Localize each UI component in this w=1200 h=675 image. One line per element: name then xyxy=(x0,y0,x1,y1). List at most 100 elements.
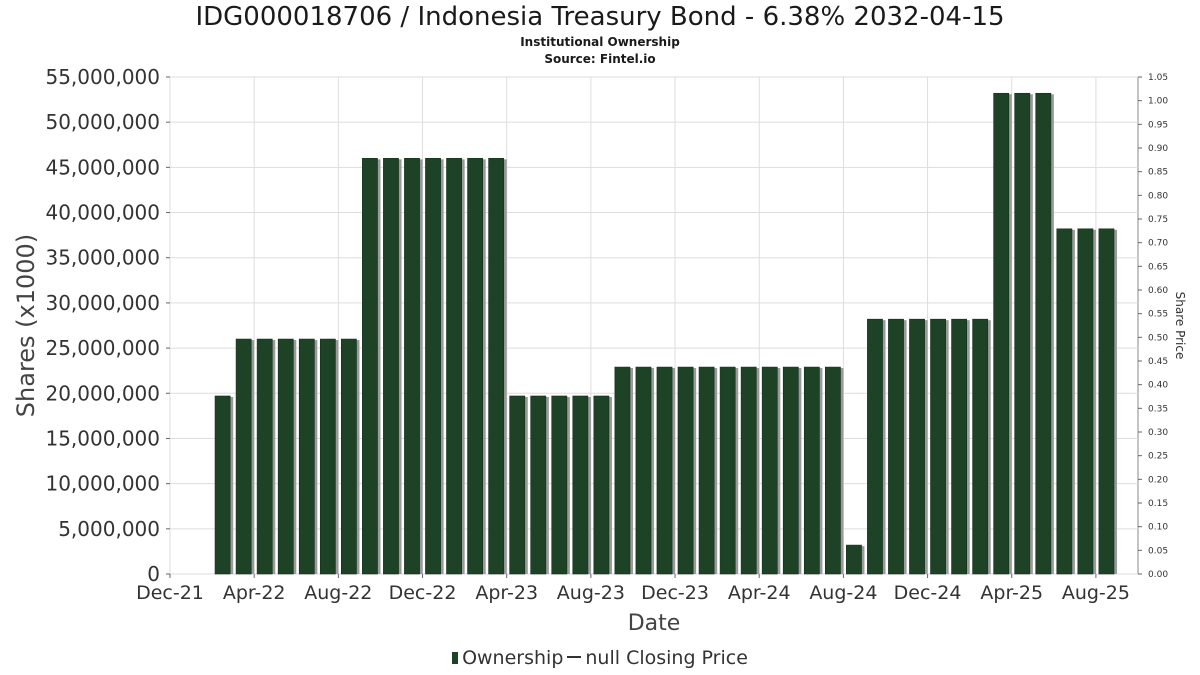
bar xyxy=(530,395,547,575)
y-tick-label: 30,000,000 xyxy=(45,291,160,315)
bar xyxy=(888,318,904,575)
bar xyxy=(993,92,1010,575)
y2-tick-label: 0.20 xyxy=(1148,475,1168,485)
y-tick-label: 25,000,000 xyxy=(45,336,160,360)
bar xyxy=(404,158,420,575)
bar xyxy=(1035,92,1052,575)
x-tick-label: Dec-23 xyxy=(641,582,709,604)
bars-group xyxy=(214,92,1118,575)
y2-tick-label: 0.60 xyxy=(1148,286,1168,296)
bar xyxy=(362,158,378,575)
bar xyxy=(488,158,505,575)
ownership-swatch-icon xyxy=(452,652,459,664)
y2-tick-label: 0.05 xyxy=(1148,546,1168,556)
x-tick-label: Apr-22 xyxy=(223,582,286,604)
x-axis: Dec-21 Apr-22 Aug-22 Dec-22 Apr-23 Aug-23 Dec-… xyxy=(136,574,1130,604)
right-y-axis: 0.00 0.05 0.10 0.15 0.20 0.25 0.30 0.35 0.40 0.45… xyxy=(1138,73,1168,580)
bar xyxy=(1056,228,1073,575)
legend: Ownership null Closing Price xyxy=(0,647,1200,669)
bar xyxy=(972,318,989,575)
y2-tick-label: 0.75 xyxy=(1148,215,1168,225)
x-tick-label: Dec-22 xyxy=(389,582,457,604)
y2-axis-label: Share Price xyxy=(1173,292,1187,360)
x-tick-label: Aug-25 xyxy=(1062,582,1130,604)
y2-tick-label: 0.80 xyxy=(1148,191,1168,201)
y2-tick-label: 0.30 xyxy=(1148,428,1168,438)
bar xyxy=(803,366,820,575)
x-tick-label: Dec-24 xyxy=(894,582,962,604)
chart-title: IDG000018706 / Indonesia Treasury Bond -… xyxy=(195,2,1005,32)
y2-tick-label: 0.10 xyxy=(1148,523,1168,533)
y-axis-label: Shares (x1000) xyxy=(12,234,40,417)
bar xyxy=(340,338,357,575)
y2-tick-label: 1.05 xyxy=(1148,73,1168,83)
y-tick-label: 45,000,000 xyxy=(45,155,160,179)
bar xyxy=(867,318,883,575)
y-tick-label: 0 xyxy=(147,562,160,586)
left-y-axis: 0 5,000,000 10,000,000 15,000,000 20,000,000… xyxy=(45,65,170,586)
x-tick-label: Dec-21 xyxy=(136,582,204,604)
y2-tick-label: 0.85 xyxy=(1148,168,1168,178)
bar xyxy=(698,366,715,575)
bar xyxy=(256,338,273,575)
bar xyxy=(298,338,315,575)
y-tick-label: 50,000,000 xyxy=(45,110,160,134)
bar xyxy=(656,366,673,575)
bar xyxy=(551,395,568,575)
y-tick-label: 55,000,000 xyxy=(45,65,160,89)
y2-tick-label: 0.40 xyxy=(1148,381,1168,391)
bar xyxy=(319,338,336,575)
bar xyxy=(824,366,841,575)
y2-tick-label: 0.45 xyxy=(1148,357,1168,367)
bar xyxy=(635,366,652,575)
bar xyxy=(951,318,968,575)
legend-ownership: Ownership xyxy=(462,647,564,669)
bar xyxy=(719,366,736,575)
y-tick-label: 40,000,000 xyxy=(45,201,160,225)
y-tick-label: 5,000,000 xyxy=(58,517,160,541)
legend-closing-price: null Closing Price xyxy=(585,647,748,669)
bar xyxy=(467,158,484,575)
bar xyxy=(235,338,252,575)
bar xyxy=(909,318,925,575)
y2-tick-label: 0.35 xyxy=(1148,404,1168,414)
x-tick-label: Aug-22 xyxy=(304,582,372,604)
y2-tick-label: 0.25 xyxy=(1148,452,1168,462)
bar xyxy=(572,395,589,575)
x-tick-label: Apr-24 xyxy=(728,582,791,604)
bar xyxy=(761,366,778,575)
bar xyxy=(277,338,294,575)
bar xyxy=(1098,228,1115,575)
x-tick-label: Aug-23 xyxy=(557,582,625,604)
bar xyxy=(1077,228,1094,575)
y-tick-label: 20,000,000 xyxy=(45,381,160,405)
y2-tick-label: 0.95 xyxy=(1148,120,1168,130)
y2-tick-label: 0.15 xyxy=(1148,499,1168,509)
chart-source: Source: Fintel.io xyxy=(544,52,656,66)
y2-tick-label: 0.65 xyxy=(1148,262,1168,272)
y2-tick-label: 0.50 xyxy=(1148,333,1168,343)
bar xyxy=(446,158,462,575)
y2-tick-label: 0.90 xyxy=(1148,144,1168,154)
bar xyxy=(214,395,231,575)
bar xyxy=(425,158,441,575)
bar xyxy=(930,318,946,575)
bar xyxy=(1014,92,1031,575)
y2-tick-label: 0.55 xyxy=(1148,310,1168,320)
bar xyxy=(677,366,694,575)
bar xyxy=(593,395,610,575)
y-tick-label: 10,000,000 xyxy=(45,472,160,496)
bar xyxy=(740,366,757,575)
bar xyxy=(614,366,631,575)
bar xyxy=(383,158,399,575)
bar xyxy=(782,366,799,575)
y-tick-label: 15,000,000 xyxy=(45,426,160,450)
y2-tick-label: 0.70 xyxy=(1148,239,1168,249)
x-tick-label: Apr-23 xyxy=(475,582,538,604)
y-tick-label: 35,000,000 xyxy=(45,246,160,270)
chart-subtitle: Institutional Ownership xyxy=(520,35,680,49)
y2-tick-label: 1.00 xyxy=(1148,97,1168,107)
y2-tick-label: 0.00 xyxy=(1148,570,1168,580)
bar xyxy=(846,544,862,575)
